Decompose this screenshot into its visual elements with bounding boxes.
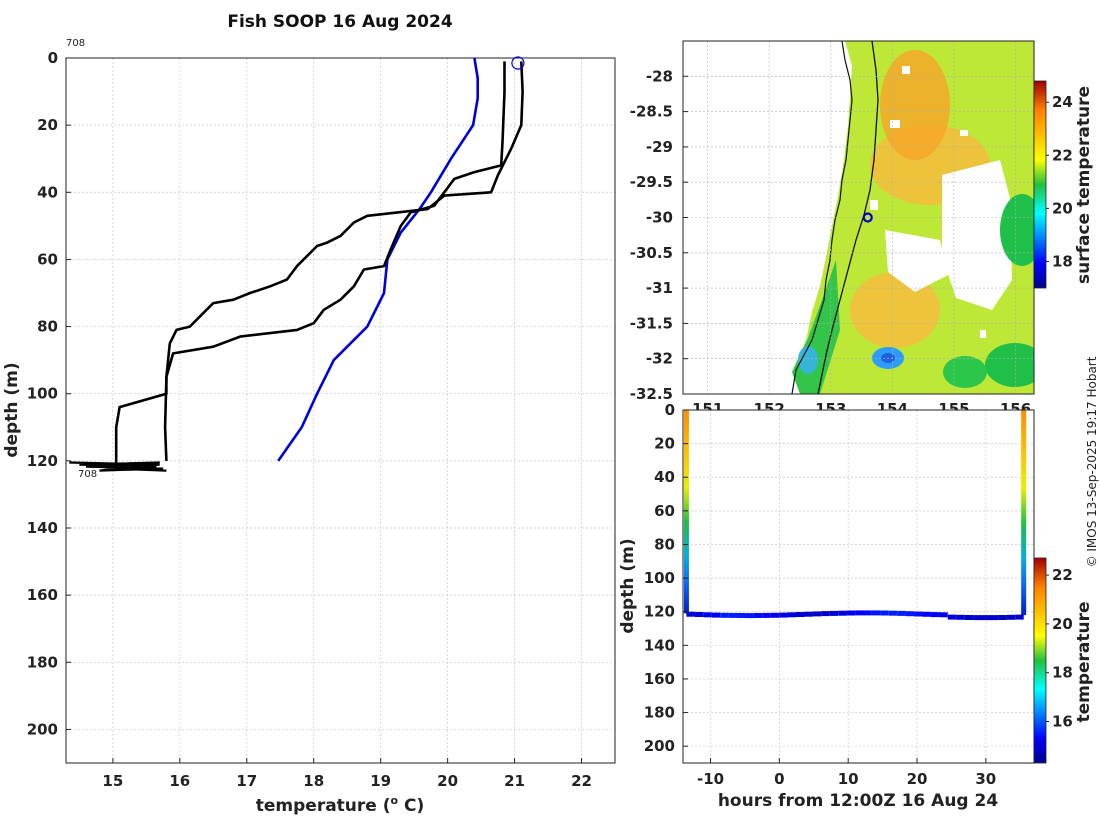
map-ytick-label: -30.5 bbox=[630, 244, 673, 262]
time-depth-ascent-trace bbox=[1021, 410, 1027, 616]
time-depth-ytick-label: 160 bbox=[644, 670, 675, 688]
time-depth-colorbar-label: temperature bbox=[1074, 601, 1094, 722]
map-ytick-label: -31 bbox=[646, 279, 673, 297]
imos-credit: © IMOS 13-Sep-2025 19:17 Hobart bbox=[1085, 356, 1099, 567]
map-ytick-label: -28.5 bbox=[630, 103, 673, 121]
time-depth-xtick-label: -10 bbox=[697, 770, 724, 788]
profile-ytick-label: 0 bbox=[48, 49, 58, 67]
time-depth-ticks: -10 0 10 20 30 0 20 40 60 80 100 120 140 160 180 200 bbox=[644, 401, 997, 788]
time-depth-xtick-label: 10 bbox=[838, 770, 859, 788]
profile-ytick-label: 20 bbox=[37, 116, 58, 134]
profile-ytick-label: 60 bbox=[37, 250, 58, 268]
profile-bottom-scribble bbox=[69, 461, 167, 472]
map-ytick-label: -29 bbox=[646, 138, 673, 156]
time-depth-descent-trace bbox=[683, 410, 689, 614]
profile-ytick-label: 180 bbox=[27, 653, 58, 671]
profile-gridlines bbox=[66, 57, 615, 763]
time-depth-ytick-label: 60 bbox=[654, 502, 675, 520]
map-ytick-label: -32 bbox=[646, 350, 673, 368]
profile-xlabel: temperature (o C) bbox=[256, 794, 425, 816]
time-depth-ytick-label: 0 bbox=[665, 401, 675, 419]
profile-start-marker bbox=[511, 56, 525, 70]
map-colorbar-tick-label: 24 bbox=[1052, 93, 1073, 111]
time-depth-xtick-label: 30 bbox=[975, 770, 996, 788]
map-ytick-label: -28 bbox=[646, 67, 673, 85]
profile-xtick-label: 17 bbox=[236, 772, 257, 790]
map-location-marker bbox=[862, 212, 873, 223]
map-ytick-label: -30 bbox=[646, 209, 673, 227]
time-depth-ytick-label: 20 bbox=[654, 435, 675, 453]
map-colorbar bbox=[1033, 80, 1047, 289]
profile-xtick-label: 15 bbox=[102, 772, 123, 790]
time-depth-background bbox=[683, 410, 1034, 763]
profile-ytick-label: 200 bbox=[27, 720, 58, 738]
time-depth-xtick-label: 0 bbox=[774, 770, 784, 788]
profile-xtick-label: 19 bbox=[370, 772, 391, 790]
map-colorbar-tick-label: 20 bbox=[1052, 199, 1073, 217]
time-depth-ytick-label: 120 bbox=[644, 603, 675, 621]
time-depth-colorbar-tick-label: 22 bbox=[1052, 566, 1073, 584]
profile-ylabel: depth (m) bbox=[2, 362, 22, 457]
profile-ytick-label: 40 bbox=[37, 183, 58, 201]
profile-xtick-label: 16 bbox=[169, 772, 190, 790]
profile-ytick-label: 120 bbox=[27, 452, 58, 470]
map-colorbar-ticks: 18 20 22 24 bbox=[1046, 93, 1073, 270]
profile-series-line-0 bbox=[277, 57, 480, 462]
profile-xtick-label: 21 bbox=[504, 772, 525, 790]
time-depth-ylabel: depth (m) bbox=[618, 538, 638, 633]
time-depth-xtick-label: 20 bbox=[907, 770, 928, 788]
map-gridlines bbox=[683, 41, 1034, 395]
profile-series bbox=[69, 56, 525, 472]
time-depth-colorbar-tick-label: 20 bbox=[1052, 615, 1073, 633]
map-colorbar-tick-label: 18 bbox=[1052, 252, 1073, 270]
profile-xtick-label: 22 bbox=[571, 772, 592, 790]
profile-annotation-top: 708 bbox=[66, 38, 85, 49]
time-depth-colorbar-tick-label: 16 bbox=[1052, 713, 1073, 731]
map-ytick-label: -29.5 bbox=[630, 173, 673, 191]
time-depth-colorbar-tick-label: 18 bbox=[1052, 664, 1073, 682]
profile-xtick-label: 20 bbox=[437, 772, 458, 790]
time-depth-ytick-label: 180 bbox=[644, 704, 675, 722]
profile-ytick-label: 140 bbox=[27, 519, 58, 537]
profile-ticks: 15 16 17 18 19 20 21 22 0 20 40 60 80 100 120 140 160 180… bbox=[27, 49, 592, 790]
map-ytick-label: -32.5 bbox=[630, 385, 673, 403]
profile-series-line-2 bbox=[163, 61, 506, 461]
time-depth-xlabel: hours from 12:00Z 16 Aug 24 bbox=[718, 791, 999, 811]
time-depth-ytick-label: 80 bbox=[654, 535, 675, 553]
time-depth-colorbar-ticks: 16 18 20 22 bbox=[1046, 566, 1073, 731]
profile-annotation-bottom: 708 bbox=[78, 469, 97, 480]
time-depth-ytick-label: 200 bbox=[644, 737, 675, 755]
map-colorbar-tick-label: 22 bbox=[1052, 146, 1073, 164]
profile-axes-box bbox=[65, 57, 616, 764]
time-depth-gridlines bbox=[683, 409, 1034, 763]
time-depth-ytick-label: 100 bbox=[644, 569, 675, 587]
profile-ytick-label: 160 bbox=[27, 586, 58, 604]
time-depth-series bbox=[683, 410, 1027, 621]
time-depth-colorbar bbox=[1033, 557, 1047, 764]
sst-map-panel: 151 152 153 154 155 156-28-28.5-29-29.5-30-30… bbox=[630, 40, 1094, 418]
time-depth-ytick-label: 140 bbox=[644, 636, 675, 654]
profile-panel: 15 16 17 18 19 20 21 22 0 20 40 60 80 100 120 140 160 180… bbox=[2, 38, 616, 816]
profile-xtick-label: 18 bbox=[303, 772, 324, 790]
map-ytick-label: -31.5 bbox=[630, 314, 673, 332]
map-colorbar-label: surface temperature bbox=[1074, 86, 1094, 284]
profile-series-line-1 bbox=[114, 61, 524, 465]
figure-title: Fish SOOP 16 Aug 2024 bbox=[227, 12, 453, 32]
profile-ytick-label: 100 bbox=[27, 385, 58, 403]
profile-ytick-label: 80 bbox=[37, 318, 58, 336]
time-depth-panel: -10 0 10 20 30 0 20 40 60 80 100 120 140 160 180 200 16… bbox=[618, 401, 1094, 811]
time-depth-ytick-label: 40 bbox=[654, 468, 675, 486]
